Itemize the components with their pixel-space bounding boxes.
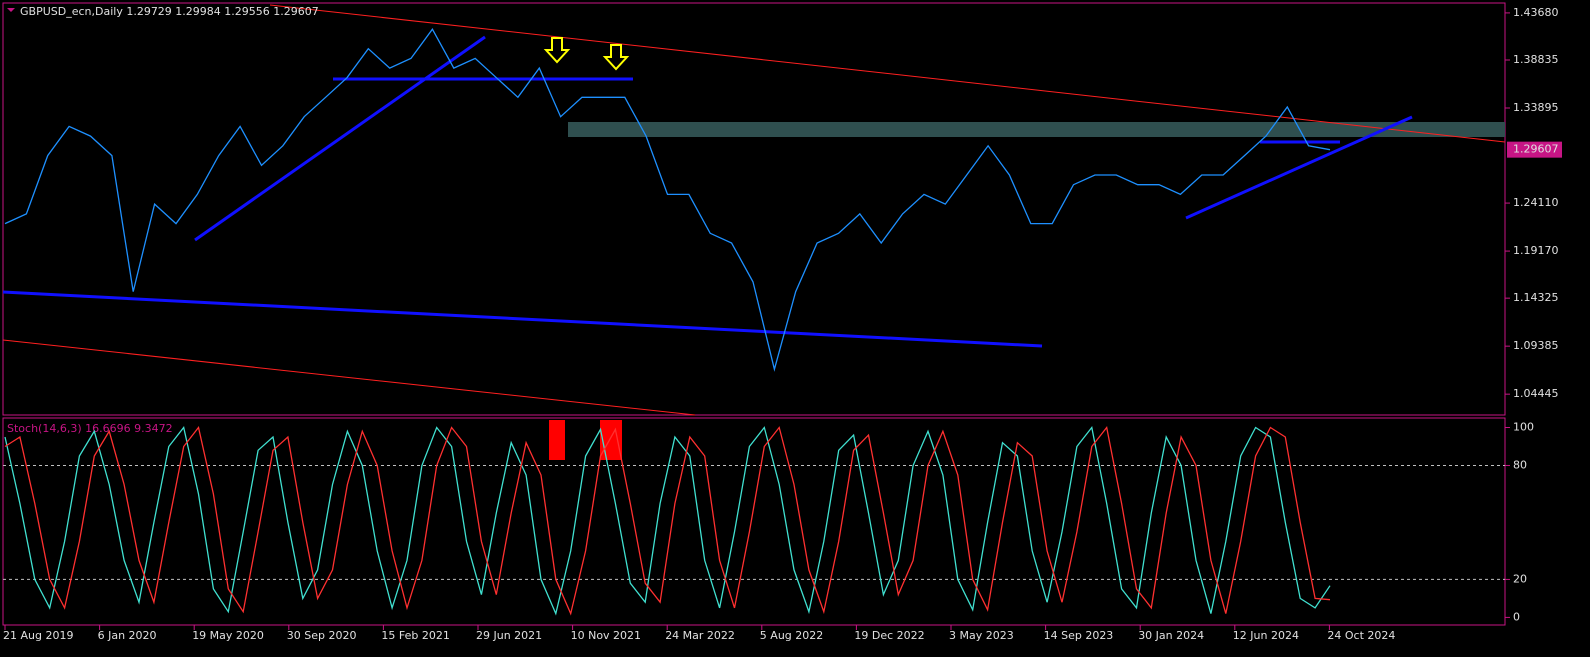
x-tick-label: 19 May 2020 xyxy=(192,629,264,642)
arrow xyxy=(543,37,571,64)
y-tick-label: 1.19170 xyxy=(1513,244,1559,257)
price-box xyxy=(1507,141,1562,158)
x-tick-label: 10 Nov 2021 xyxy=(571,629,641,642)
x-tick-label: 3 May 2023 xyxy=(949,629,1014,642)
zone xyxy=(600,420,622,460)
drawings xyxy=(2,4,1506,416)
y-tick-label: 100 xyxy=(1513,420,1534,433)
main-panel xyxy=(2,2,1506,416)
indicator-title: Stoch(14,6,3) 16.6696 9.3472 xyxy=(7,422,173,435)
trend-line xyxy=(2,339,696,416)
y-tick-label: 0 xyxy=(1513,610,1520,623)
y-tick-label: 1.14325 xyxy=(1513,291,1559,304)
x-tick-label: 6 Jan 2020 xyxy=(98,629,157,642)
series-line xyxy=(4,425,1331,616)
x-tick-label: 12 Jun 2024 xyxy=(1233,629,1299,642)
y-tick-label: 1.38835 xyxy=(1513,53,1559,66)
x-tick-label: 29 Jun 2021 xyxy=(476,629,542,642)
x-tick-label: 5 Aug 2022 xyxy=(760,629,823,642)
y-tick-label: 1.33895 xyxy=(1513,101,1559,114)
x-tick-label: 19 Dec 2022 xyxy=(854,629,924,642)
x-tick-label: 30 Sep 2020 xyxy=(287,629,357,642)
trend-line xyxy=(2,290,1043,348)
y-tick-label: 1.43680 xyxy=(1513,6,1559,19)
y-tick-label: 80 xyxy=(1513,458,1527,471)
trend-line xyxy=(1185,115,1413,220)
y-tick-label: 1.09385 xyxy=(1513,339,1559,352)
y-tick-label: 1.04445 xyxy=(1513,387,1559,400)
y-tick-label: 20 xyxy=(1513,572,1527,585)
price-label: 1.29607 xyxy=(1513,143,1559,156)
x-tick-label: 21 Aug 2019 xyxy=(3,629,73,642)
trend-line xyxy=(269,4,1506,143)
zone xyxy=(549,420,565,460)
menu-icon[interactable] xyxy=(7,8,15,12)
series-line xyxy=(4,27,1331,372)
series-line xyxy=(4,425,1331,616)
x-tick-label: 24 Oct 2024 xyxy=(1327,629,1395,642)
chart-title: GBPUSD_ecn,Daily 1.29729 1.29984 1.29556… xyxy=(20,5,319,18)
zone xyxy=(568,122,1505,137)
y-tick-label: 1.24110 xyxy=(1513,196,1559,209)
x-tick-label: 15 Feb 2021 xyxy=(381,629,449,642)
stoch-panel xyxy=(2,417,1506,626)
arrow xyxy=(602,44,630,71)
x-tick-label: 24 Mar 2022 xyxy=(665,629,735,642)
x-tick-label: 14 Sep 2023 xyxy=(1044,629,1114,642)
trend-line xyxy=(194,35,486,242)
x-tick-label: 30 Jan 2024 xyxy=(1138,629,1204,642)
